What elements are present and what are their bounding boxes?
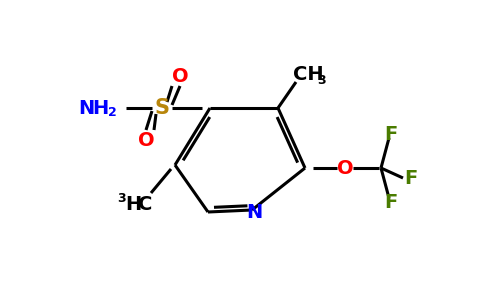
Text: F: F [384,193,398,211]
Text: CH: CH [293,64,323,83]
Text: F: F [384,124,398,143]
Text: O: O [172,67,188,85]
Text: O: O [337,158,353,178]
Text: 3: 3 [117,193,125,206]
Text: H: H [125,196,141,214]
Text: N: N [246,202,262,221]
Text: C: C [138,196,152,214]
Text: 3: 3 [318,74,326,88]
Text: 2: 2 [107,106,116,118]
Text: N: N [78,98,94,118]
Text: F: F [404,169,418,188]
Text: S: S [154,98,169,118]
Text: H: H [92,98,108,118]
Text: O: O [137,130,154,149]
